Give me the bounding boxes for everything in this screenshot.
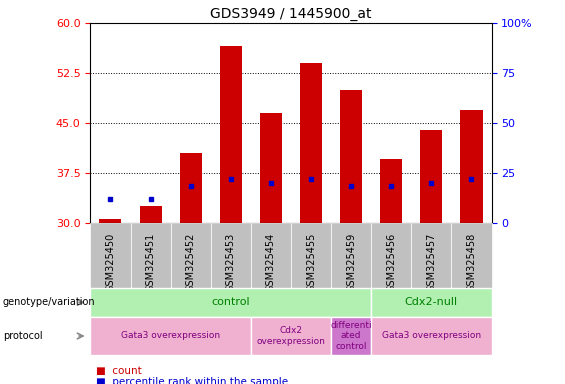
Text: GSM325453: GSM325453 (226, 233, 236, 292)
Bar (291, 223, 331, 288)
Text: ■  count: ■ count (96, 366, 142, 376)
Bar (90, 317, 251, 355)
Text: GSM325455: GSM325455 (306, 233, 316, 292)
Bar (90, 223, 131, 288)
Bar (251, 317, 331, 355)
Text: Gata3 overexpression: Gata3 overexpression (382, 331, 481, 341)
Bar (220, 46, 242, 223)
Title: GDS3949 / 1445900_at: GDS3949 / 1445900_at (210, 7, 372, 21)
Bar (260, 113, 282, 223)
Text: GSM325452: GSM325452 (186, 233, 195, 292)
Text: ■  percentile rank within the sample: ■ percentile rank within the sample (96, 377, 288, 384)
Bar (451, 223, 492, 288)
Bar (140, 206, 162, 223)
Bar (171, 223, 211, 288)
Text: protocol: protocol (3, 331, 42, 341)
Bar (371, 223, 411, 288)
Text: GSM325459: GSM325459 (346, 233, 356, 292)
Bar (251, 223, 291, 288)
Bar (331, 317, 371, 355)
Bar (460, 109, 483, 223)
Bar (99, 219, 121, 223)
Text: Cdx2-null: Cdx2-null (405, 297, 458, 308)
Bar (211, 223, 251, 288)
Text: differenti
ated
control: differenti ated control (331, 321, 372, 351)
Text: GSM325454: GSM325454 (266, 233, 276, 292)
Text: GSM325456: GSM325456 (386, 233, 396, 292)
Bar (180, 153, 202, 223)
Text: GSM325457: GSM325457 (427, 233, 436, 292)
Bar (420, 129, 442, 223)
Bar (90, 288, 371, 317)
Bar (131, 223, 171, 288)
Bar (371, 288, 492, 317)
Text: GSM325451: GSM325451 (146, 233, 155, 292)
Text: Gata3 overexpression: Gata3 overexpression (121, 331, 220, 341)
Text: Cdx2
overexpression: Cdx2 overexpression (257, 326, 325, 346)
Text: genotype/variation: genotype/variation (3, 297, 95, 308)
Bar (371, 317, 492, 355)
Bar (331, 223, 371, 288)
Text: control: control (211, 297, 250, 308)
Bar (340, 89, 362, 223)
Text: GSM325450: GSM325450 (106, 233, 115, 292)
Bar (380, 159, 402, 223)
Bar (300, 63, 322, 223)
Text: GSM325458: GSM325458 (467, 233, 476, 292)
Bar (411, 223, 451, 288)
